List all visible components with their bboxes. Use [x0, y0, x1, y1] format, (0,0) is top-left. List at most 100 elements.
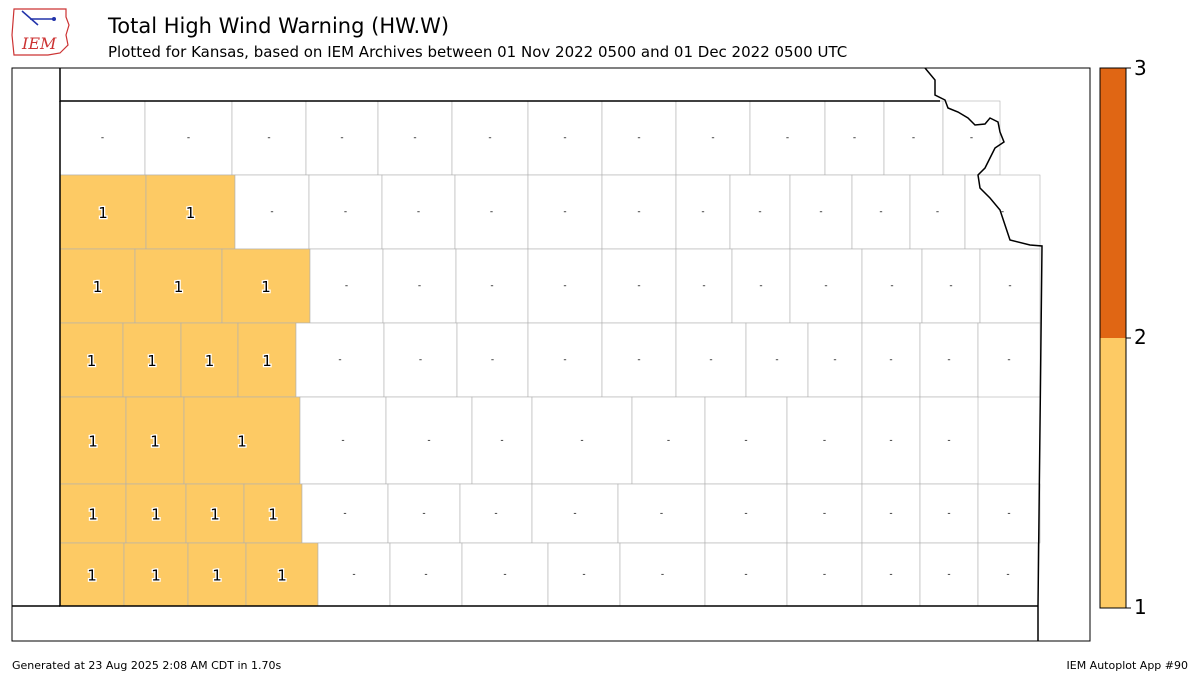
county-cell: [234, 174, 310, 250]
county-cell: [527, 248, 603, 324]
county-value-label: -: [338, 355, 341, 365]
county-cell: [824, 100, 885, 176]
county-value-label: -: [563, 133, 566, 143]
county-cell: [382, 248, 457, 324]
county-cell: [180, 322, 239, 398]
county-cell: [295, 322, 385, 398]
county-layer: [59, 100, 1041, 607]
county-value-label: 1: [174, 278, 184, 296]
county-value-label: -: [573, 509, 576, 519]
county-cell: [385, 396, 473, 485]
county-value-label: 1: [93, 278, 103, 296]
county-cell: [531, 483, 619, 544]
county-cell: [454, 174, 529, 250]
county-value-label: -: [413, 133, 416, 143]
county-cell: [619, 542, 706, 607]
county-value-label: 1: [261, 278, 271, 296]
county-cell: [527, 100, 603, 176]
county-cell: [919, 396, 979, 485]
county-value-label: -: [744, 436, 747, 446]
county-cell: [786, 396, 863, 485]
county-value-label: 1: [88, 433, 98, 451]
county-cell: [861, 248, 923, 324]
county-cell: [308, 174, 383, 250]
county-value-label: -: [949, 281, 952, 291]
county-cell: [531, 396, 633, 485]
county-cell: [527, 174, 603, 250]
county-cell: [909, 174, 966, 250]
county-cell: [786, 483, 863, 544]
county-cell: [704, 396, 788, 485]
county-cell: [861, 322, 921, 398]
county-cell: [245, 542, 319, 607]
county-value-label: -: [889, 509, 892, 519]
county-value-label: -: [563, 207, 566, 217]
county-value-label: 1: [88, 506, 98, 524]
county-value-label: -: [912, 133, 915, 143]
county-cell: [675, 174, 731, 250]
county-value-label: -: [101, 133, 104, 143]
county-value-label: -: [637, 133, 640, 143]
county-cell: [59, 542, 125, 607]
county-value-label: -: [418, 281, 421, 291]
colorbar-tick-2: 2: [1134, 325, 1147, 349]
county-value-label: -: [889, 570, 892, 580]
county-value-label: -: [936, 207, 939, 217]
county-value-label: 1: [151, 567, 161, 585]
county-cell: [183, 396, 301, 485]
county-value-label: -: [970, 133, 973, 143]
county-value-label: -: [786, 133, 789, 143]
county-cell: [601, 322, 677, 398]
county-cell: [123, 542, 189, 607]
county-cell: [729, 174, 791, 250]
county-value-label: -: [637, 281, 640, 291]
county-value-label: -: [187, 133, 190, 143]
county-cell: [237, 322, 297, 398]
county-value-label: -: [427, 436, 430, 446]
county-cell: [317, 542, 391, 607]
county-value-label: 1: [237, 433, 247, 451]
county-value-label: -: [352, 570, 355, 580]
map-frame: [11, 67, 1091, 642]
county-cell: [59, 396, 127, 485]
county-value-label: -: [270, 207, 273, 217]
county-value-label: -: [947, 570, 950, 580]
county-value-label: -: [889, 355, 892, 365]
colorbar: [1099, 67, 1131, 609]
county-cell: [377, 100, 453, 176]
county-value-label: 1: [87, 352, 97, 370]
county-value-label: -: [563, 281, 566, 291]
county-value-label: -: [823, 509, 826, 519]
colorbar-segment-low: [1100, 338, 1126, 608]
county-value-label: 1: [150, 433, 160, 451]
county-value-label: 1: [205, 352, 215, 370]
county-value-label: -: [711, 133, 714, 143]
county-cell: [185, 483, 245, 544]
county-cell: [789, 174, 853, 250]
county-cell: [461, 542, 549, 607]
county-value-label: -: [580, 436, 583, 446]
colorbar-segment-high: [1100, 68, 1126, 338]
county-value-label: 1: [186, 204, 196, 222]
county-cell: [243, 483, 303, 544]
county-value-label: 1: [147, 352, 157, 370]
county-value-label: -: [500, 436, 503, 446]
county-cell: [786, 542, 863, 607]
county-cell: [919, 483, 979, 544]
county-value-label: -: [702, 281, 705, 291]
county-value-label: -: [340, 133, 343, 143]
county-value-label: -: [488, 133, 491, 143]
county-value-label: 1: [210, 506, 220, 524]
county-value-label: -: [667, 436, 670, 446]
county-value-label: -: [637, 355, 640, 365]
county-cell: [749, 100, 826, 176]
county-value-label: -: [1008, 281, 1011, 291]
iem-logo: IEM: [11, 8, 70, 56]
county-cell: [144, 100, 233, 176]
county-value-label: -: [775, 355, 778, 365]
county-value-label: -: [744, 509, 747, 519]
county-value-label: -: [853, 133, 856, 143]
county-cell: [59, 322, 124, 398]
county-value-label: -: [947, 355, 950, 365]
county-cell: [387, 483, 461, 544]
